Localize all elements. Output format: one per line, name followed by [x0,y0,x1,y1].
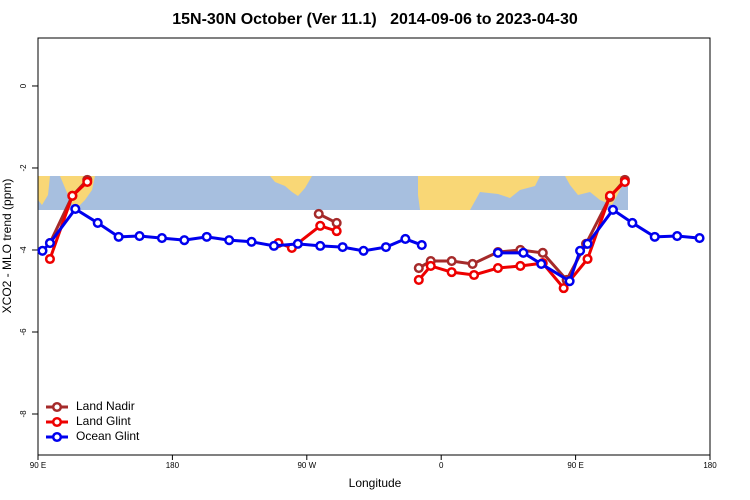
x-axis-label: Longitude [349,476,402,490]
series [37,203,705,287]
point [37,245,48,256]
point [113,231,124,242]
point [82,176,93,187]
y-tick-label: -8 [19,410,28,418]
point [515,260,526,272]
point [134,230,145,242]
point [558,283,569,294]
y-tick-label: 0 [19,83,28,88]
point [67,190,78,201]
chart-title: 15N-30N October (Ver 11.1) 2014-09-06 to… [172,11,578,28]
point [337,242,348,253]
point [413,262,424,274]
point [446,256,457,267]
point [467,258,478,269]
x-tick-label: 0 [439,461,444,470]
point [292,238,303,249]
point [313,208,324,219]
x-tick-label: 90 E [567,461,583,470]
point [268,240,279,251]
y-axis-label: XCO2 - MLO trend (ppm) [0,179,14,314]
point [649,231,660,242]
point [518,247,529,258]
point [469,269,480,281]
point [331,217,342,228]
point [694,233,705,244]
series-line [41,206,423,253]
point [331,226,342,237]
point [156,233,167,244]
point [315,220,326,231]
point [607,204,618,215]
point [619,176,630,187]
point [564,276,575,287]
point [537,247,548,258]
point [380,242,391,253]
point [416,240,427,251]
point [315,240,326,251]
legend-marker [51,431,63,443]
plot-frame [37,37,711,456]
x-tick-label: 90 E [30,461,46,470]
point [201,231,212,242]
point [44,253,55,265]
point [400,233,411,244]
point [492,262,503,274]
point [604,190,615,201]
point [425,260,436,272]
point [575,245,586,256]
point [672,230,683,242]
series [44,176,630,294]
point [582,238,593,249]
y-tick-label: -2 [19,164,28,172]
x-tick-label: 180 [166,461,180,470]
point [446,267,457,278]
point [627,217,638,228]
x-tick-label: 90 W [297,461,316,470]
point [413,274,424,285]
point [492,247,503,258]
legend-label: Land Nadir [76,399,135,413]
point [70,203,81,215]
legend-label: Land Glint [76,414,131,428]
y-tick-label: -6 [19,328,28,336]
point [358,245,369,256]
point [536,258,547,269]
point [582,253,593,265]
point [179,235,190,246]
map-band [38,176,628,210]
x-tick-label: 180 [703,461,717,470]
point [224,235,235,246]
point [246,236,257,247]
legend-marker [51,416,63,428]
point [44,237,55,249]
point [92,217,103,228]
legend-marker [51,401,63,413]
legend-label: Ocean Glint [76,429,140,443]
y-tick-label: -4 [19,246,28,254]
